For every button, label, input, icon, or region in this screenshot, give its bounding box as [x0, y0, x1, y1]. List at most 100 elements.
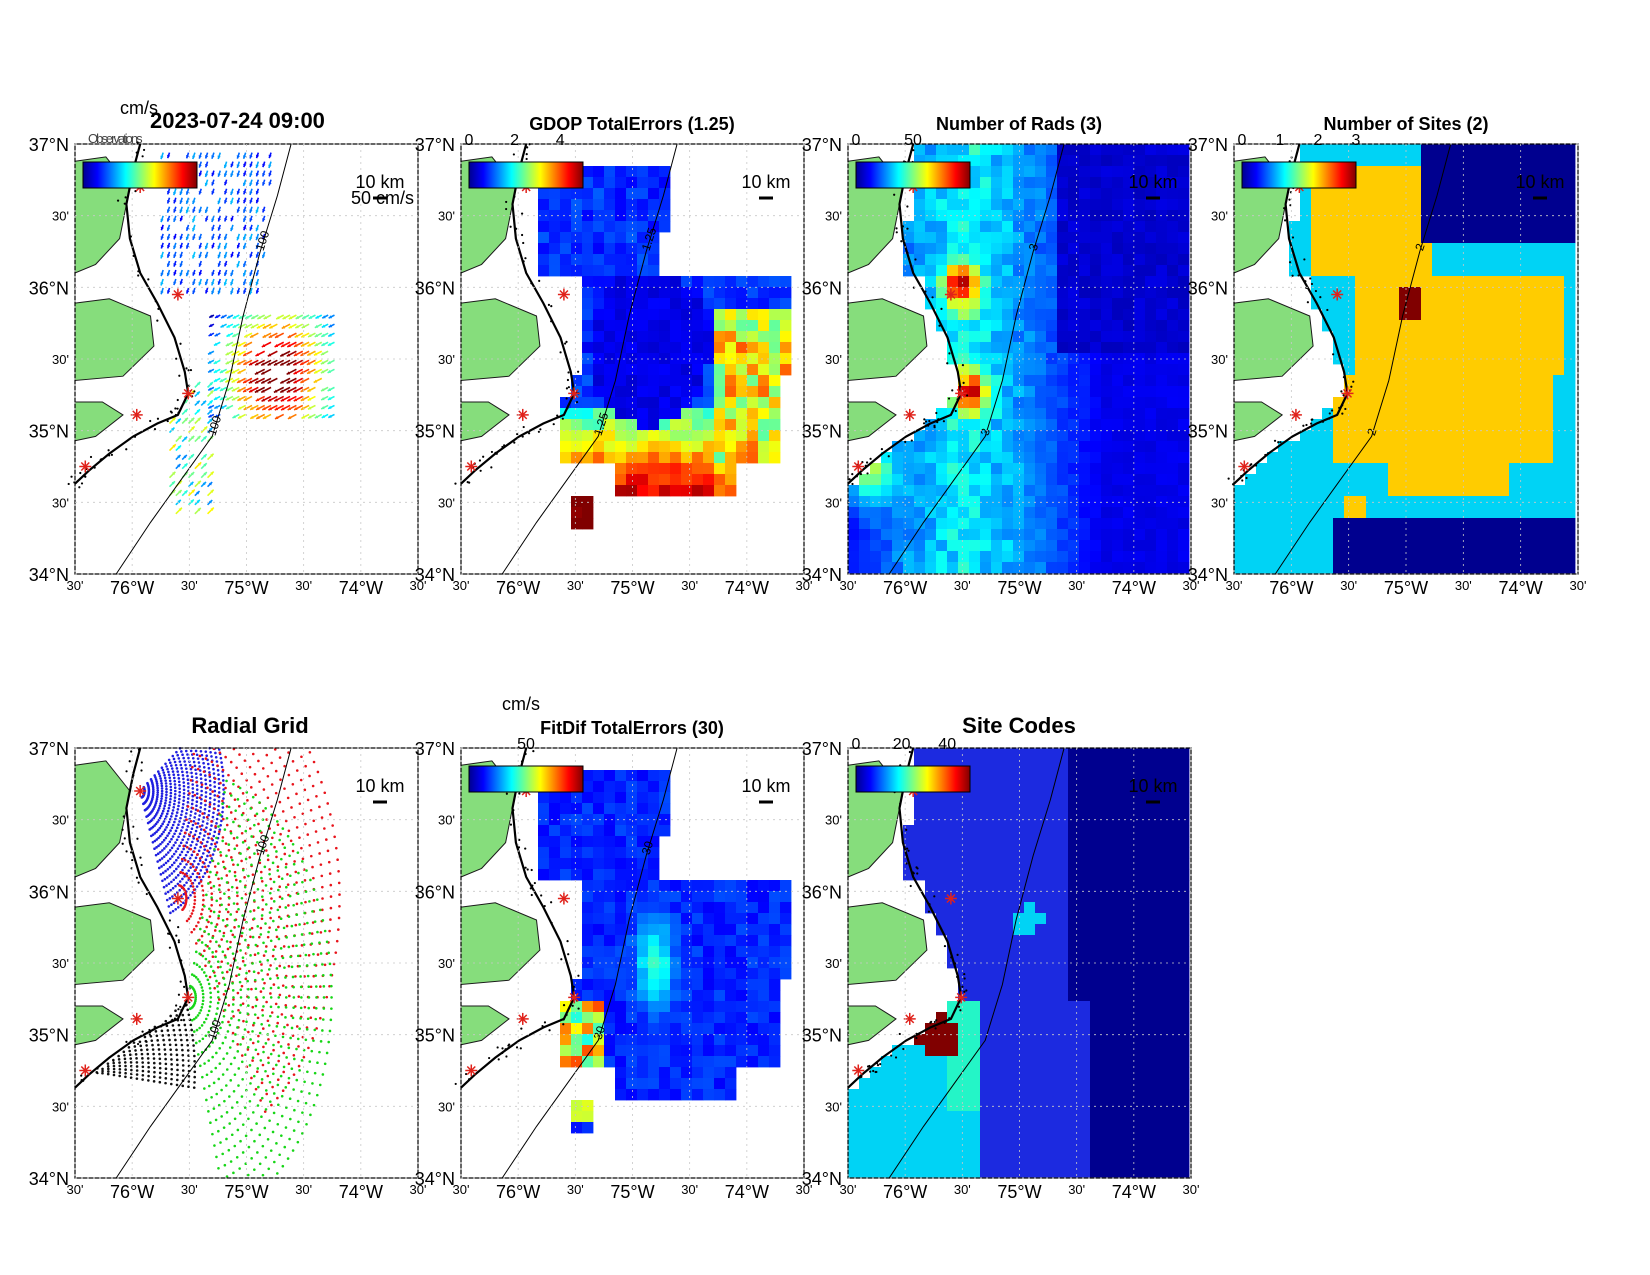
radial-grid-point [151, 840, 155, 844]
radial-grid-point [200, 793, 203, 797]
heatmap-cell [758, 441, 770, 453]
x-tick-label: 30' [954, 578, 971, 593]
radial-grid-point [248, 765, 252, 769]
heatmap-cell [637, 221, 649, 233]
heatmap-cell [1443, 309, 1455, 321]
radial-grid-point [274, 791, 278, 795]
heatmap-cell [1079, 452, 1091, 464]
radial-grid-point [172, 805, 176, 809]
heatmap-cell [1178, 265, 1190, 277]
heatmap-cell [681, 397, 693, 409]
radial-grid-point [197, 818, 201, 821]
heatmap-cell [1377, 188, 1389, 200]
contour-label: 100 [253, 229, 273, 253]
current-vector-head [204, 281, 209, 286]
heatmap-cell [1443, 485, 1455, 497]
heatmap-cell [626, 309, 638, 321]
radial-grid-point [213, 865, 217, 868]
heatmap-cell [637, 419, 649, 431]
heatmap-cell [637, 331, 649, 343]
heatmap-cell [1057, 518, 1069, 530]
heatmap-cell [780, 287, 792, 299]
current-vector-head [167, 200, 171, 204]
radial-grid-point [190, 853, 194, 857]
current-vector-head [236, 290, 240, 294]
heatmap-cell [1178, 551, 1190, 563]
radial-grid-point [178, 880, 182, 883]
heatmap-cell [892, 496, 904, 508]
heatmap-cell [714, 375, 726, 387]
heatmap-cell [848, 496, 860, 508]
island-dot [1288, 198, 1291, 201]
heatmap-cell [1421, 375, 1433, 387]
heatmap-cell [1267, 463, 1279, 475]
heatmap-cell [1134, 562, 1146, 574]
heatmap-cell [870, 485, 882, 497]
heatmap-cell [1509, 320, 1521, 332]
heatmap-cell [703, 452, 715, 464]
radial-grid-point [194, 942, 198, 945]
heatmap-cell [1101, 287, 1113, 299]
heatmap-cell [1057, 485, 1069, 497]
heatmap-cell [1388, 210, 1400, 222]
radial-grid-point [219, 781, 222, 785]
radial-grid-point [182, 847, 185, 851]
heatmap-cell [1123, 188, 1135, 200]
heatmap-cell [980, 188, 992, 200]
current-vector-head [184, 409, 188, 413]
radial-grid-point [164, 836, 168, 840]
heatmap-cell [538, 232, 550, 244]
heatmap-cell [1509, 232, 1521, 244]
heatmap-cell [914, 474, 926, 486]
heatmap-cell [1079, 265, 1091, 277]
radial-grid-point [182, 756, 185, 760]
heatmap-cell [1267, 529, 1279, 541]
radial-grid-point [182, 892, 186, 896]
heatmap-cell [969, 166, 981, 178]
heatmap-cell [582, 276, 594, 288]
radial-grid-point [162, 885, 166, 889]
heatmap-cell [1443, 155, 1455, 167]
heatmap-cell [1090, 485, 1102, 497]
radial-grid-point [189, 749, 193, 753]
heatmap-cell [980, 562, 992, 574]
heatmap-cell [1112, 210, 1124, 222]
heatmap-cell [1123, 342, 1135, 354]
heatmap-cell [1399, 474, 1411, 486]
radial-grid-point [195, 885, 199, 888]
heatmap-cell [1520, 331, 1532, 343]
heatmap-cell [1388, 507, 1400, 519]
heatmap-cell [1399, 518, 1411, 530]
heatmap-cell [1024, 452, 1036, 464]
current-vector-head [211, 191, 215, 195]
heatmap-cell [560, 243, 572, 255]
radial-grid-point [232, 863, 235, 866]
current-vector-head [210, 453, 214, 457]
heatmap-cell [1035, 342, 1047, 354]
heatmap-cell [1476, 507, 1488, 519]
current-vector-head [160, 245, 164, 249]
heatmap-cell [1520, 430, 1532, 442]
heatmap-cell [1542, 518, 1554, 530]
radial-grid-point [303, 788, 307, 792]
heatmap-cell [1432, 298, 1444, 310]
island-dot [912, 149, 915, 152]
heatmap-cell [1333, 144, 1345, 156]
heatmap-cell [1178, 331, 1190, 343]
heatmap-cell [1002, 276, 1014, 288]
heatmap-cell [947, 265, 959, 277]
heatmap-cell [1178, 386, 1190, 398]
heatmap-cell [925, 518, 937, 530]
heatmap-cell [1399, 155, 1411, 167]
island-dot [1321, 420, 1325, 423]
radial-grid-point [293, 816, 296, 819]
heatmap-cell [980, 507, 992, 519]
x-tick-label: 30' [681, 578, 698, 593]
heatmap-cell [1399, 265, 1411, 277]
heatmap-cell [1322, 507, 1334, 519]
current-vector-head [166, 218, 171, 222]
current-vector-head [327, 369, 332, 373]
heatmap-cell [1388, 144, 1400, 156]
radial-grid-point [195, 837, 199, 841]
heatmap-cell [958, 199, 970, 211]
